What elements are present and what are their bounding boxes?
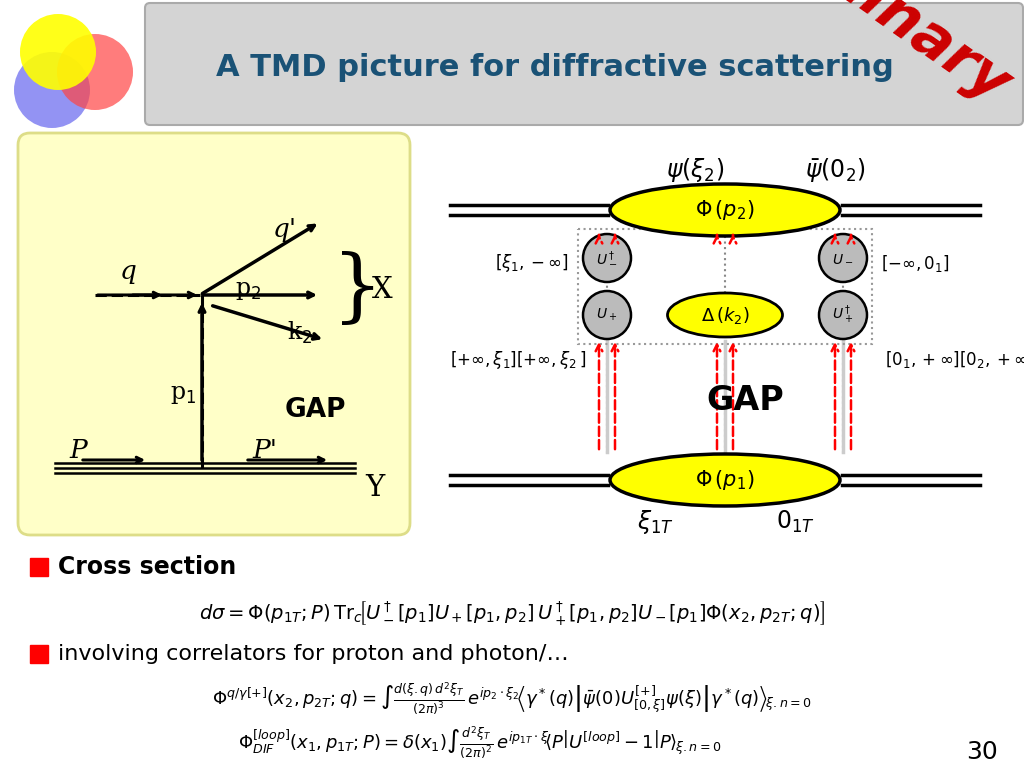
- Text: $d\sigma = \Phi(p_{1T};P)\,\mathrm{Tr}_c\!\left[U_-^\dagger[p_1]U_+[p_1,p_2]\,U_: $d\sigma = \Phi(p_{1T};P)\,\mathrm{Tr}_c…: [199, 599, 825, 627]
- Text: Preliminary: Preliminary: [678, 0, 1020, 115]
- Text: $\psi(\xi_2)$: $\psi(\xi_2)$: [666, 156, 724, 184]
- Circle shape: [14, 52, 90, 128]
- Circle shape: [583, 234, 631, 282]
- Circle shape: [819, 291, 867, 339]
- FancyBboxPatch shape: [18, 133, 410, 535]
- Text: p$_2$: p$_2$: [234, 279, 261, 302]
- Text: 30: 30: [967, 740, 998, 764]
- Text: X: X: [372, 276, 392, 304]
- Text: $U_+$: $U_+$: [596, 306, 617, 323]
- Circle shape: [20, 14, 96, 90]
- Bar: [578, 229, 872, 344]
- Text: $\Delta\,(k_2)$: $\Delta\,(k_2)$: [700, 304, 750, 326]
- Text: }: }: [333, 251, 384, 329]
- Text: $[-\infty,0_1]$: $[-\infty,0_1]$: [881, 253, 949, 273]
- Text: Cross section: Cross section: [58, 555, 237, 579]
- Ellipse shape: [668, 293, 782, 337]
- Text: $\Phi^{q/\gamma[+]}(x_2,p_{2T};q) = \int \frac{d(\xi.q)\,d^2\xi_T}{(2\pi)^3}\,e^: $\Phi^{q/\gamma[+]}(x_2,p_{2T};q) = \int…: [212, 680, 812, 717]
- Bar: [30, 645, 48, 663]
- Text: $\bar{\psi}(0_2)$: $\bar{\psi}(0_2)$: [805, 156, 865, 184]
- Circle shape: [583, 291, 631, 339]
- Text: $[0_1,+\infty][0_2,+\infty]$: $[0_1,+\infty][0_2,+\infty]$: [885, 349, 1024, 370]
- Text: $U_+^\dagger$: $U_+^\dagger$: [833, 303, 854, 326]
- Circle shape: [819, 234, 867, 282]
- Text: $U_-$: $U_-$: [833, 251, 854, 265]
- Text: Y: Y: [366, 474, 385, 502]
- Text: $[\xi_1,-\infty]$: $[\xi_1,-\infty]$: [496, 252, 569, 274]
- Text: $0_{1T}$: $0_{1T}$: [775, 509, 814, 535]
- Ellipse shape: [610, 184, 840, 236]
- Text: k$_2$: k$_2$: [288, 320, 312, 346]
- Text: P': P': [253, 438, 278, 462]
- Text: q: q: [120, 259, 136, 283]
- Text: P: P: [70, 438, 87, 462]
- Ellipse shape: [610, 454, 840, 506]
- Circle shape: [57, 34, 133, 110]
- Text: q': q': [273, 217, 297, 243]
- Text: A TMD picture for diffractive scattering: A TMD picture for diffractive scattering: [216, 54, 894, 82]
- FancyBboxPatch shape: [145, 3, 1023, 125]
- Text: involving correlators for proton and photon/…: involving correlators for proton and pho…: [58, 644, 568, 664]
- Text: $\Phi_{DIF}^{[loop]}(x_1,p_{1T};P) = \delta(x_1)\int\frac{d^2\xi_T}{(2\pi)^2}\,e: $\Phi_{DIF}^{[loop]}(x_1,p_{1T};P) = \de…: [239, 724, 722, 761]
- Text: $U_-^\dagger$: $U_-^\dagger$: [596, 250, 617, 266]
- Text: GAP: GAP: [285, 397, 346, 423]
- Text: $\xi_{1T}$: $\xi_{1T}$: [637, 508, 674, 536]
- Text: GAP: GAP: [707, 383, 784, 416]
- Text: p$_1$: p$_1$: [170, 383, 197, 406]
- Text: $\Phi\,(p_2)$: $\Phi\,(p_2)$: [695, 198, 755, 222]
- Text: $[+\infty,\xi_1][+\infty,\xi_2\,]$: $[+\infty,\xi_1][+\infty,\xi_2\,]$: [450, 349, 586, 371]
- Bar: [30, 558, 48, 576]
- Text: $\Phi\,(p_1)$: $\Phi\,(p_1)$: [695, 468, 755, 492]
